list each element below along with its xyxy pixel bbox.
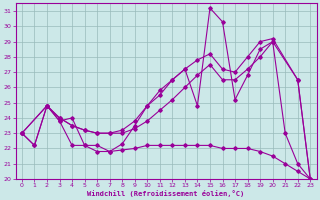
X-axis label: Windchill (Refroidissement éolien,°C): Windchill (Refroidissement éolien,°C) <box>87 190 245 197</box>
